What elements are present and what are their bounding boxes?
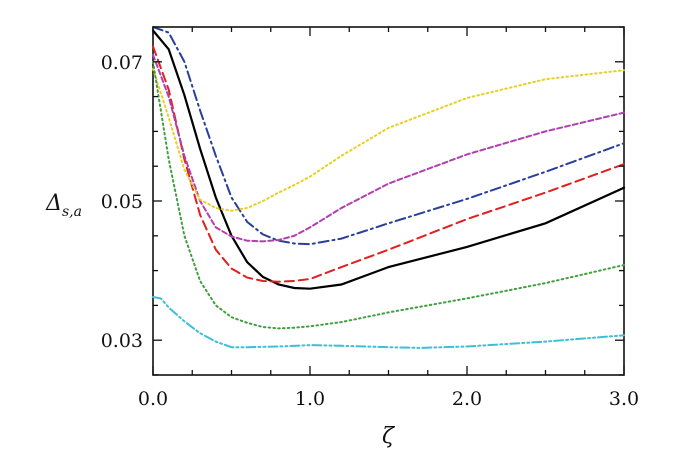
y-tick-label: 0.07 [101,52,143,74]
series-line-2 [152,45,625,283]
series-layer [151,26,626,349]
y-axis-title: Δs,a [45,191,82,220]
y-tick-label: 0.05 [101,191,143,213]
series-line-3 [152,26,625,246]
x-tick-label: 3.0 [609,388,639,410]
series-line-4 [152,53,625,243]
y-tick-label: 0.03 [101,330,143,352]
y-axis-title-sub: s,a [62,204,82,220]
series-line-6 [152,60,625,330]
series-line-5 [152,67,625,212]
series-line-1 [151,29,626,290]
x-tick-label: 0.0 [138,388,168,410]
x-tick-label: 2.0 [452,388,482,410]
x-tick-label: 1.0 [295,388,325,410]
series-line-7 [152,296,625,349]
x-axis-title: ζ [382,424,396,449]
y-axis-title-main: Δ [45,191,62,216]
tick-layer: 0.0 1.0 2.0 3.0 0.03 0.05 0.07 [101,26,639,410]
